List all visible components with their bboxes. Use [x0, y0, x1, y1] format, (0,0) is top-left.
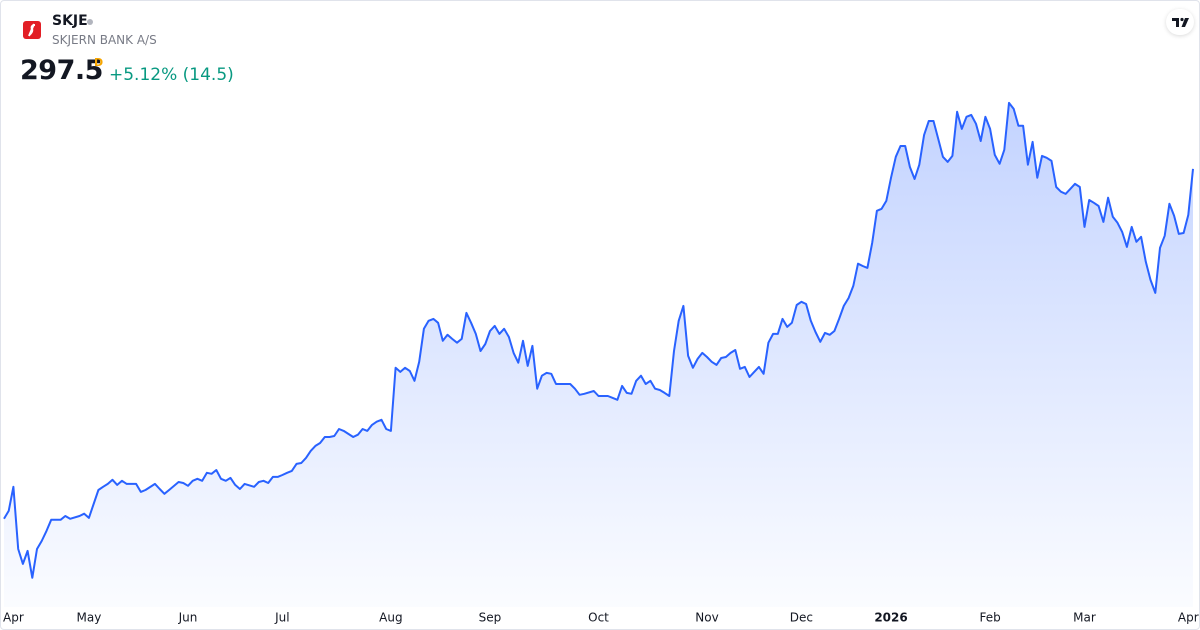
x-tick-label: Apr	[3, 611, 24, 625]
status-dot	[87, 19, 93, 25]
x-tick-label: Mar	[1073, 611, 1096, 625]
area-fill	[4, 102, 1193, 608]
symbol: SKJE	[52, 13, 88, 29]
company-name: SKJERN BANK A/S	[52, 33, 157, 47]
x-tick-label: Aug	[379, 611, 402, 625]
x-tick-label: Oct	[588, 611, 609, 625]
x-tick-label: Sep	[479, 611, 502, 625]
brand-mark	[1172, 17, 1189, 27]
x-tick-label: Nov	[695, 611, 718, 625]
interval: D	[94, 56, 104, 69]
x-tick-label: 2026	[874, 611, 907, 625]
x-tick-label: May	[77, 611, 102, 625]
last-price: 297.5	[20, 55, 103, 86]
price-change: +5.12% (14.5)	[109, 65, 234, 85]
price-line	[3, 101, 1194, 579]
x-tick-label: Apr	[1178, 611, 1199, 625]
x-tick-label: Feb	[979, 611, 1000, 625]
logo-mark	[28, 23, 36, 37]
brand-logo[interactable]	[1166, 9, 1194, 35]
x-tick-label: Jun	[178, 611, 198, 625]
x-tick-label: Dec	[790, 611, 813, 625]
symbol-logo	[23, 21, 41, 39]
x-tick-label: Jul	[274, 611, 289, 625]
